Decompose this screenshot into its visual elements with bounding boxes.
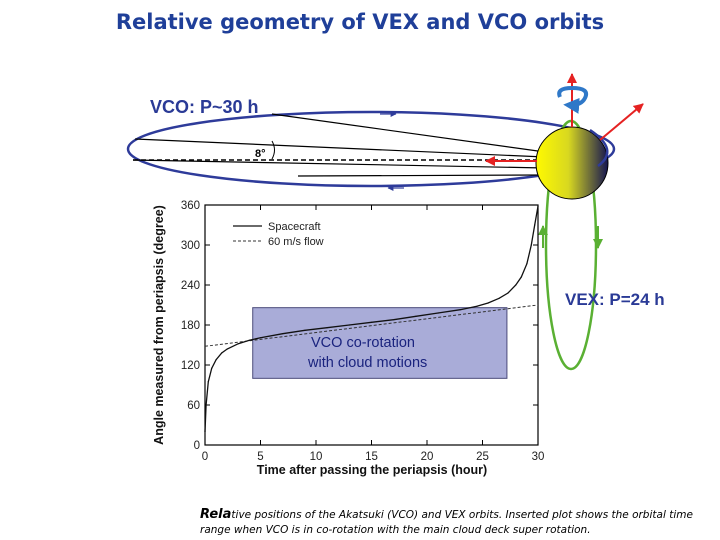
spacecraft-data-point xyxy=(537,205,539,207)
figure-caption: Relative positions of the Akatsuki (VCO)… xyxy=(200,507,700,538)
y-tick-label: 120 xyxy=(181,360,200,372)
x-axis-title: Time after passing the periapsis (hour) xyxy=(257,463,487,477)
spacecraft-data-point xyxy=(526,263,528,265)
spacecraft-data-point xyxy=(393,319,395,321)
sight-line-4 xyxy=(297,171,546,179)
vco-period-label: VCO: P~30 h xyxy=(150,97,259,117)
x-tick-label: 30 xyxy=(532,451,545,463)
sight-line-1 xyxy=(271,113,546,155)
spacecraft-data-point xyxy=(205,404,207,406)
spacecraft-data-point xyxy=(326,327,328,329)
spacecraft-data-point xyxy=(370,321,373,323)
sight-line-3 xyxy=(132,159,546,172)
spacecraft-data-point xyxy=(237,343,239,345)
spacecraft-data-point xyxy=(487,302,489,304)
slide-title: Relative geometry of VEX and VCO orbits xyxy=(115,10,605,34)
x-tick-label: 15 xyxy=(365,451,378,463)
y-tick-label: 240 xyxy=(181,280,200,292)
y-tick-label: 0 xyxy=(194,440,200,452)
spacecraft-data-point xyxy=(204,431,206,433)
sight-line-2 xyxy=(134,138,546,161)
spacecraft-data-point xyxy=(211,367,213,369)
caption-lead: Rela xyxy=(200,507,232,522)
spacecraft-data-point xyxy=(437,312,439,314)
spacecraft-data-point xyxy=(534,224,536,226)
spacecraft-data-point xyxy=(530,244,532,246)
spacecraft-data-point xyxy=(507,292,509,294)
spacecraft-data-point xyxy=(304,329,306,331)
chart-highlight-box xyxy=(252,307,508,379)
spacecraft-data-point xyxy=(248,339,250,341)
spacecraft-data-point xyxy=(520,276,522,278)
spacecraft-data-point xyxy=(498,297,500,299)
y-axis-title: Angle measured from periapsis (degree) xyxy=(152,205,166,445)
spacecraft-data-point xyxy=(207,381,209,383)
x-tick-label: 10 xyxy=(310,451,323,463)
chart-highlight-line-2: with cloud motions xyxy=(307,355,427,371)
spacecraft-data-point xyxy=(476,305,478,307)
spacecraft-data-point xyxy=(415,315,417,317)
spacecraft-data-point xyxy=(515,284,517,286)
sun-direction-arrow xyxy=(599,103,644,141)
chart-highlight-line-1: VCO co-rotation xyxy=(311,335,415,351)
planet-venus xyxy=(535,126,609,200)
y-tick-label: 300 xyxy=(181,240,200,252)
caption-lead-rest: tive xyxy=(231,509,252,521)
legend-spacecraft-label: Spacecraft xyxy=(268,221,321,233)
x-tick-label: 0 xyxy=(202,451,208,463)
y-tick-label: 360 xyxy=(181,200,200,212)
spacecraft-data-point xyxy=(226,348,228,350)
caption-text: positions of the Akatsuki (VCO) and VEX … xyxy=(200,509,693,536)
spacecraft-data-point xyxy=(459,309,461,311)
series-flow-line xyxy=(204,304,539,347)
x-tick-label: 5 xyxy=(257,451,263,463)
legend-flow-label: 60 m/s flow xyxy=(268,236,324,248)
spacecraft-data-point xyxy=(348,324,350,326)
x-tick-label: 20 xyxy=(421,451,434,463)
vco-orbit-front xyxy=(589,128,609,168)
angle-label: 8° xyxy=(255,148,266,160)
rotation-icon xyxy=(557,85,589,114)
x-tick-label: 25 xyxy=(476,451,489,463)
y-tick-label: 60 xyxy=(187,400,200,412)
spacecraft-data-point xyxy=(215,359,217,361)
spacecraft-data-point xyxy=(259,337,262,339)
angle-arc xyxy=(271,140,275,160)
spacecraft-data-point xyxy=(282,333,284,335)
vco-orbit xyxy=(126,110,616,188)
spacecraft-data-point xyxy=(221,352,223,354)
y-tick-label: 180 xyxy=(181,320,200,332)
vex-period-label: VEX: P=24 h xyxy=(565,290,665,309)
angle-vs-time-chart: VCO co-rotation with cloud motions 0 5 10 1… xyxy=(152,200,544,477)
